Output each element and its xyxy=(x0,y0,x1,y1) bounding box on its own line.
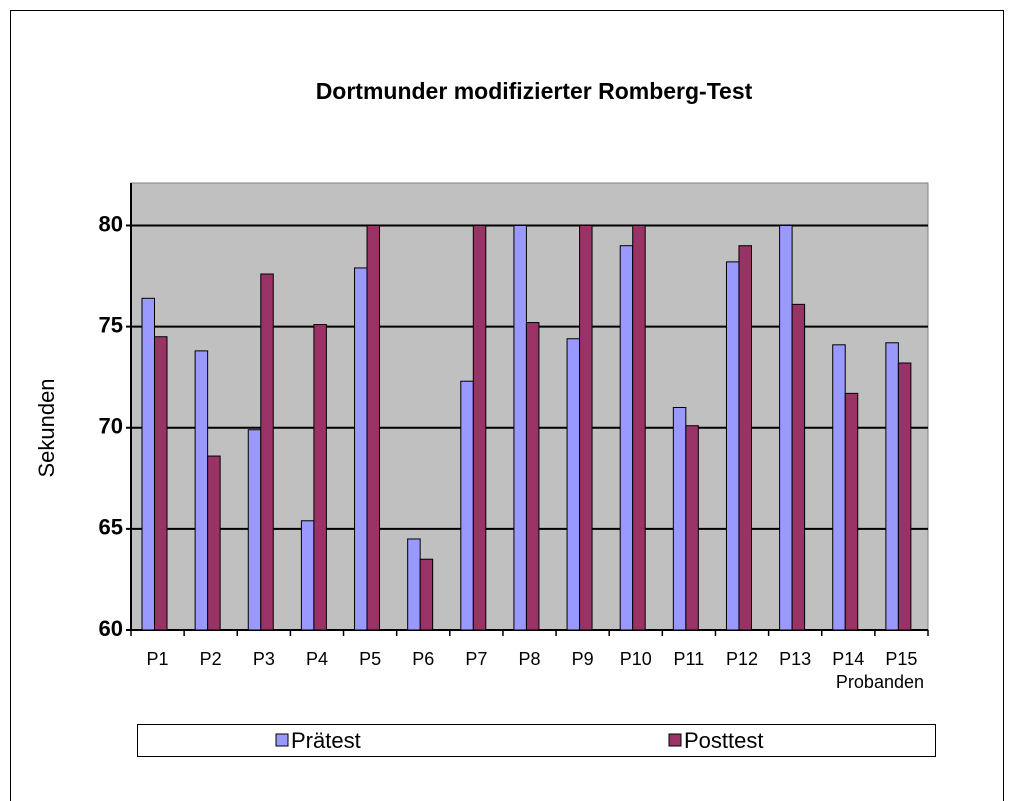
bar xyxy=(525,322,540,631)
bar xyxy=(419,558,434,631)
y-axis-label: Sekunden xyxy=(34,378,59,477)
bar xyxy=(460,380,474,631)
bar xyxy=(619,245,634,631)
x-tick-label: P11 xyxy=(674,649,705,669)
legend-swatch xyxy=(275,733,289,747)
bar xyxy=(366,224,381,631)
bar xyxy=(579,224,593,631)
bar xyxy=(207,455,221,631)
bar xyxy=(472,224,487,631)
y-tick-label: 75 xyxy=(99,312,123,337)
bar xyxy=(738,245,752,631)
bar xyxy=(300,520,315,631)
legend-label: Prätest xyxy=(291,728,361,753)
bar xyxy=(632,224,646,631)
x-tick-label: P15 xyxy=(885,649,917,669)
x-tick-label: P9 xyxy=(572,649,594,669)
bar xyxy=(141,297,155,631)
y-tick-label: 80 xyxy=(99,211,123,236)
x-tick-label: P5 xyxy=(359,649,381,669)
bar xyxy=(154,336,168,631)
bar xyxy=(354,267,368,631)
y-tick-label: 65 xyxy=(99,515,123,540)
chart-title: Dortmunder modifizierter Romberg-Test xyxy=(316,78,753,104)
bar xyxy=(313,324,327,631)
bar xyxy=(885,342,899,631)
x-tick-label: P12 xyxy=(726,649,758,669)
y-tick-label: 60 xyxy=(99,616,123,641)
legend-swatch xyxy=(668,733,682,747)
x-tick-label: P8 xyxy=(518,649,540,669)
x-tick-label: P6 xyxy=(412,649,434,669)
bar xyxy=(791,303,806,631)
bar xyxy=(725,261,740,631)
bar xyxy=(566,338,581,631)
bar xyxy=(194,350,209,631)
bar xyxy=(832,344,846,631)
x-tick-label: P10 xyxy=(620,649,652,669)
legend xyxy=(137,724,936,757)
bar xyxy=(779,224,793,631)
bar xyxy=(844,392,859,631)
x-tick-label: P14 xyxy=(832,649,864,669)
legend-label: Posttest xyxy=(684,728,763,753)
x-tick-label: P2 xyxy=(200,649,222,669)
bar xyxy=(513,224,527,631)
x-tick-label: P1 xyxy=(147,649,169,669)
bar xyxy=(685,425,699,631)
x-axis-label: Probanden xyxy=(836,672,924,692)
bar xyxy=(897,362,912,631)
bar xyxy=(247,429,262,631)
bar xyxy=(407,538,421,631)
bar xyxy=(672,407,687,631)
bar xyxy=(260,273,274,631)
x-tick-label: P13 xyxy=(779,649,811,669)
x-tick-label: P3 xyxy=(253,649,275,669)
x-tick-label: P7 xyxy=(465,649,487,669)
x-tick-label: P4 xyxy=(306,649,328,669)
y-tick-label: 70 xyxy=(99,414,123,439)
